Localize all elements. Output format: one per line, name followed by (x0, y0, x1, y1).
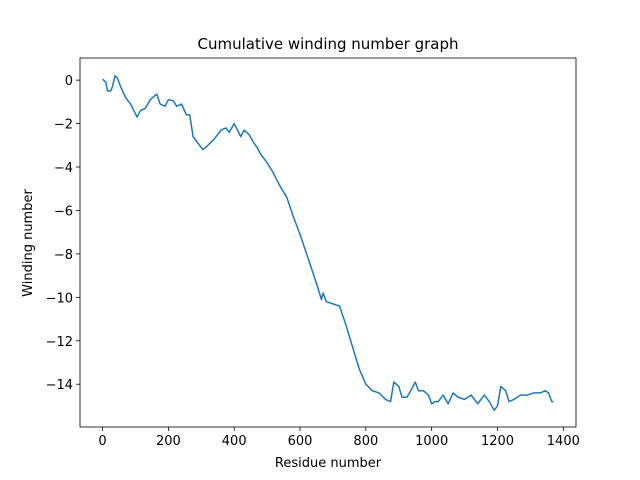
y-tick-label: −4 (54, 161, 73, 176)
y-axis-label: Winding number (21, 189, 36, 297)
axes-frame (79, 57, 577, 428)
x-tick-label: 200 (156, 434, 181, 449)
x-tick-label: 1000 (415, 434, 448, 449)
y-tick-label: −14 (46, 378, 73, 393)
x-tick-label: 800 (353, 434, 378, 449)
x-tick-label: 1400 (547, 434, 580, 449)
y-tick-label: −8 (54, 248, 73, 263)
y-tick-label: −12 (46, 335, 73, 350)
y-tick-label: −6 (54, 204, 73, 219)
x-tick-label: 0 (98, 434, 106, 449)
x-axis-label: Residue number (275, 456, 382, 471)
y-tick-label: −2 (54, 118, 73, 133)
data-line (102, 75, 554, 412)
x-tick-label: 600 (288, 434, 313, 449)
x-tick-label: 400 (222, 434, 247, 449)
y-tick-label: −10 (46, 291, 73, 306)
x-tick-label: 1200 (481, 434, 514, 449)
chart-title: Cumulative winding number graph (197, 35, 458, 53)
y-tick-label: 0 (65, 74, 73, 89)
